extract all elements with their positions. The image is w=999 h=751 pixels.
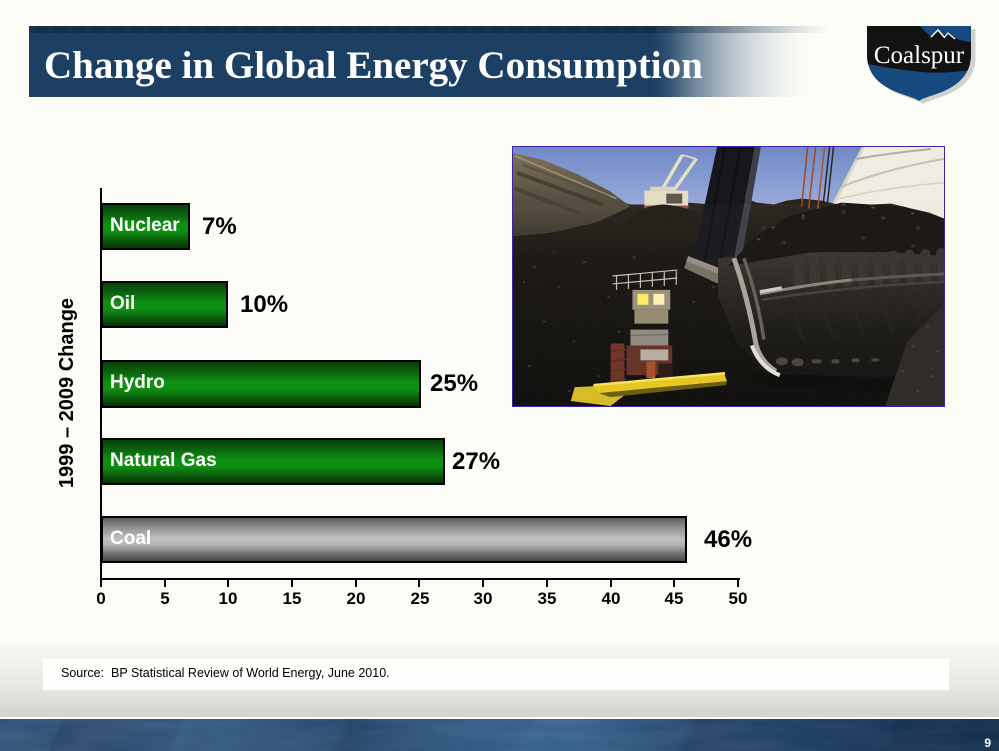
svg-text:Coalspur: Coalspur [874, 42, 965, 69]
